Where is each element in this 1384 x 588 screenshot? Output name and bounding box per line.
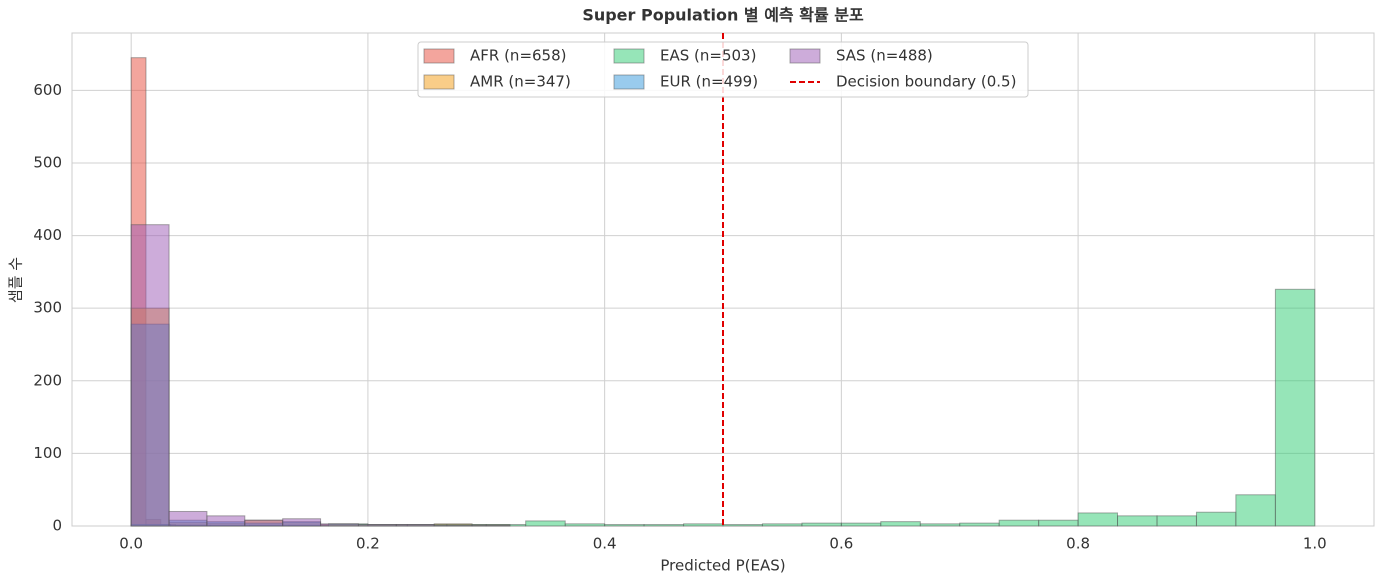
legend-swatch: [789, 48, 821, 64]
legend-label: SAS (n=488): [836, 47, 933, 65]
y-tick-label: 400: [33, 226, 62, 244]
histogram-bar: [525, 520, 566, 527]
histogram-bar: [998, 519, 1040, 527]
legend-label: AMR (n=347): [470, 73, 571, 91]
legend-swatch: [613, 74, 645, 90]
histogram-bar: [433, 524, 473, 527]
histogram-bar: [643, 524, 685, 527]
y-tick-label: 200: [33, 371, 62, 389]
x-axis-label: Predicted P(EAS): [660, 557, 785, 575]
histogram-bar: [1156, 515, 1197, 527]
histogram-bar: [880, 521, 921, 527]
legend-swatch: [423, 74, 455, 90]
histogram-bar: [564, 523, 606, 527]
legend-swatch: [613, 48, 645, 64]
y-tick-label: 0: [52, 517, 62, 535]
chart-title: Super Population 별 예측 확률 분포: [582, 6, 864, 25]
histogram-bar: [282, 518, 322, 527]
y-tick-label: 100: [33, 444, 62, 462]
histogram-bar: [168, 510, 208, 527]
histogram-bar: [1195, 511, 1237, 527]
histogram-bar: [1117, 515, 1158, 527]
histogram-bar: [1274, 288, 1316, 527]
histogram-bar: [1235, 494, 1276, 527]
histogram-bar: [357, 524, 397, 527]
legend-label: EAS (n=503): [660, 47, 756, 65]
histogram-bar: [840, 522, 882, 527]
histogram-bar: [959, 522, 1000, 527]
histogram-bar: [206, 515, 246, 527]
x-tick-label: 0.8: [1066, 535, 1090, 553]
x-tick-label: 1.0: [1303, 535, 1327, 553]
histogram-bar: [1077, 512, 1119, 527]
x-tick-label: 0.0: [119, 535, 143, 553]
x-tick-label: 0.6: [829, 535, 853, 553]
y-axis-label: 샘플 수: [7, 257, 25, 303]
legend-label: Decision boundary (0.5): [836, 73, 1016, 91]
x-tick-label: 0.2: [356, 535, 380, 553]
histogram-bar: [919, 523, 961, 527]
histogram-bar: [722, 524, 763, 527]
y-tick-label: 300: [33, 299, 62, 317]
histogram-bar: [801, 522, 842, 527]
histogram-bar: [683, 523, 724, 527]
legend-box: [417, 41, 1029, 98]
histogram-bar: [320, 523, 359, 527]
histogram-bar: [1038, 519, 1079, 527]
histogram-bar: [395, 524, 435, 527]
legend-label: AFR (n=658): [470, 47, 567, 65]
legend-label: EUR (n=499): [660, 73, 758, 91]
histogram-bar: [471, 524, 511, 527]
y-tick-label: 600: [33, 81, 62, 99]
x-tick-label: 0.4: [593, 535, 617, 553]
legend-swatch: [423, 48, 455, 64]
histogram-bar: [761, 523, 803, 527]
histogram-bar: [244, 519, 284, 527]
histogram-bar: [604, 524, 645, 527]
y-tick-label: 500: [33, 153, 62, 171]
histogram-bar: [130, 224, 170, 527]
